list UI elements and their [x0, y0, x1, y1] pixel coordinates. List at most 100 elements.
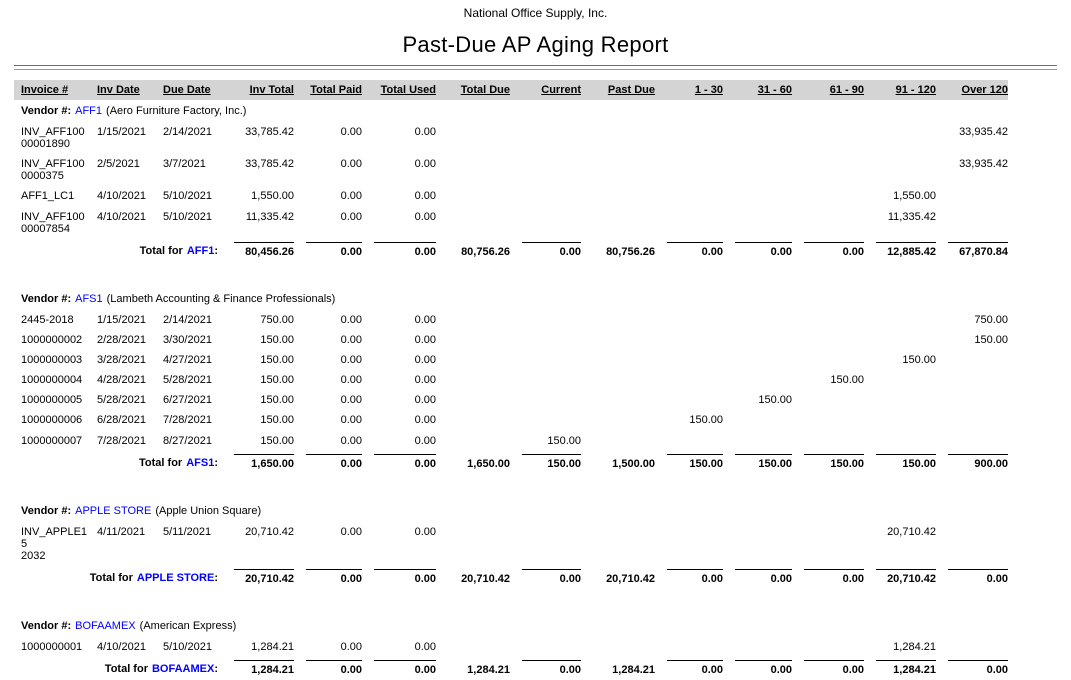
total-cell-b31_60: 150.00 [723, 451, 792, 474]
cell-over_120 [936, 350, 1008, 370]
total-amount: 0.00 [735, 660, 792, 676]
column-header-invoice: Invoice # [14, 80, 90, 100]
column-header-current: Current [510, 80, 581, 100]
total-cell-inv_total: 20,710.42 [222, 566, 294, 589]
total-amount: 0.00 [948, 569, 1008, 585]
cell-total_used: 0.00 [414, 158, 436, 171]
total-cell-total_due: 80,756.26 [436, 239, 510, 262]
total-vendor-code-link[interactable]: APPLE STORE [136, 572, 215, 585]
cell-total_used: 0.00 [414, 525, 436, 538]
cell-b61_90 [792, 330, 864, 350]
cell-over_120 [936, 207, 1008, 239]
cell-over_120 [936, 522, 1008, 566]
cell-invoice: 1000000003 [21, 354, 83, 367]
cell-invoice: AFF1_LC1 [21, 190, 75, 203]
invoice-row: 2445-2018 1/15/2021 2/14/2021 750.00 0.00 0.0… [14, 310, 1008, 330]
total-vendor-code-link[interactable]: BOFAAMEX [151, 663, 215, 676]
cell-b61_90 [792, 154, 864, 186]
total-amount: 1,650.00 [467, 457, 510, 470]
total-vendor-code-link[interactable]: AFS1 [186, 456, 215, 469]
cell-total_paid: 0.00 [340, 374, 362, 387]
cell-inv_total: 150.00 [260, 434, 294, 447]
cell-b1_30 [655, 390, 723, 410]
cell-invoice: INV_AFF100 0000375 [21, 158, 85, 183]
total-cell-inv_total: 1,284.21 [222, 657, 294, 680]
total-vendor-code-link[interactable]: AFF1 [186, 244, 215, 257]
cell-total_paid: 0.00 [340, 525, 362, 538]
total-amount: 1,500.00 [612, 457, 655, 470]
cell-inv_date: 5/28/2021 [97, 394, 146, 407]
cell-current [510, 522, 581, 566]
cell-past_due [581, 637, 655, 657]
cell-past_due [581, 350, 655, 370]
cell-inv_date: 7/28/2021 [97, 434, 146, 447]
cell-inv_total: 150.00 [260, 354, 294, 367]
cell-current [510, 310, 581, 330]
cell-inv_total: 33,785.42 [245, 158, 294, 171]
column-header-total_used: Total Used [362, 80, 436, 100]
cell-inv_total: 150.00 [260, 394, 294, 407]
cell-b31_60 [723, 154, 792, 186]
column-header-b91_120: 91 - 120 [864, 80, 936, 100]
total-amount: 900.00 [948, 453, 1008, 470]
cell-total_paid: 0.00 [340, 190, 362, 203]
spacer-cell [14, 589, 1008, 615]
cell-b31_60 [723, 431, 792, 451]
vendor-code-link[interactable]: BOFAAMEX [75, 620, 136, 633]
cell-inv_date: 1/15/2021 [97, 126, 146, 139]
cell-total_paid: 0.00 [340, 354, 362, 367]
cell-over_120 [936, 637, 1008, 657]
column-header-total_due: Total Due [436, 80, 510, 100]
cell-due_date: 2/14/2021 [163, 313, 212, 326]
section-spacer [14, 262, 1008, 288]
cell-past_due [581, 122, 655, 154]
vendor-number-label: Vendor #: [21, 620, 72, 633]
cell-b1_30 [655, 637, 723, 657]
total-cell-b61_90: 0.00 [792, 239, 864, 262]
vendor-code-link[interactable]: AFS1 [75, 292, 103, 305]
cell-total_used: 0.00 [414, 394, 436, 407]
cell-b91_120: 20,710.42 [887, 525, 936, 538]
total-cell-total_due: 1,284.21 [436, 657, 510, 680]
total-cell-over_120: 900.00 [936, 451, 1008, 474]
spacer-cell [14, 474, 1008, 500]
total-cell-total_paid: 0.00 [294, 566, 362, 589]
cell-due_date: 4/27/2021 [163, 354, 212, 367]
cell-due_date: 7/28/2021 [163, 414, 212, 427]
cell-inv_total: 1,550.00 [251, 190, 294, 203]
cell-inv_total: 150.00 [260, 334, 294, 347]
total-amount: 80,756.26 [461, 245, 510, 258]
section-spacer [14, 589, 1008, 615]
cell-b1_30 [655, 122, 723, 154]
cell-due_date: 3/7/2021 [163, 158, 206, 171]
cell-invoice: 1000000005 [21, 394, 83, 407]
cell-b1_30 [655, 431, 723, 451]
invoice-row: 1000000003 3/28/2021 4/27/2021 150.00 0.00 0.… [14, 350, 1008, 370]
cell-b61_90 [792, 410, 864, 430]
cell-b61_90 [792, 122, 864, 154]
cell-b61_90 [792, 310, 864, 330]
total-cell-total_paid: 0.00 [294, 657, 362, 680]
cell-inv_date: 4/11/2021 [97, 525, 146, 538]
section-spacer [14, 474, 1008, 500]
cell-total_used: 0.00 [414, 190, 436, 203]
cell-inv_total: 150.00 [260, 414, 294, 427]
cell-total_paid: 0.00 [340, 394, 362, 407]
cell-b91_120 [864, 154, 936, 186]
spacer-cell [14, 262, 1008, 288]
cell-over_120 [936, 186, 1008, 206]
cell-past_due [581, 330, 655, 350]
total-amount: 0.00 [374, 660, 436, 676]
cell-total_due [436, 431, 510, 451]
vendor-code-link[interactable]: APPLE STORE [75, 504, 152, 517]
cell-b31_60 [723, 186, 792, 206]
cell-b1_30 [655, 310, 723, 330]
cell-due_date: 5/11/2021 [163, 525, 212, 538]
cell-total_paid: 0.00 [340, 210, 362, 223]
total-cell-current: 0.00 [510, 657, 581, 680]
vendor-code-link[interactable]: AFF1 [75, 105, 103, 117]
total-row: Total for BOFAAMEX: 1,284.21 0.00 0.00 1,284.… [14, 657, 1008, 680]
total-amount: 150.00 [522, 453, 581, 470]
invoice-row: INV_APPLE15 2032 4/11/2021 5/11/2021 20,710… [14, 522, 1008, 566]
cell-total_due [436, 310, 510, 330]
